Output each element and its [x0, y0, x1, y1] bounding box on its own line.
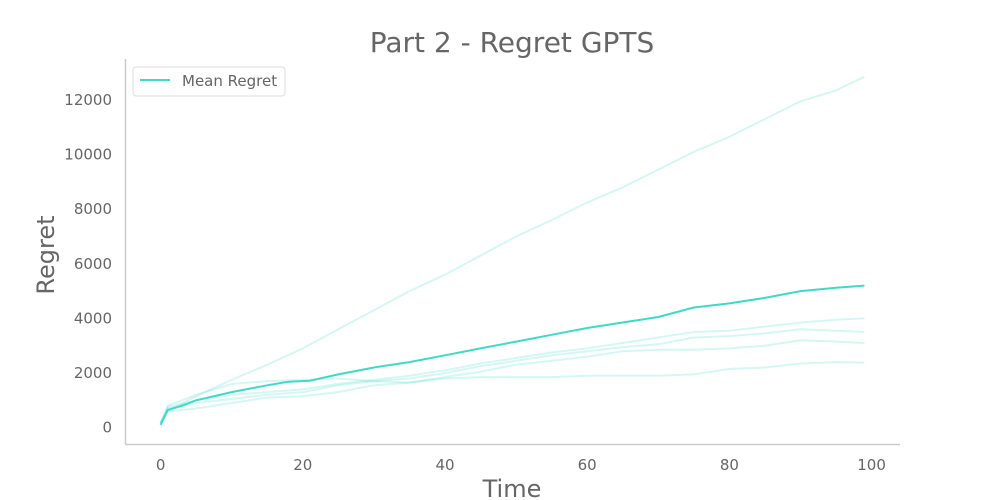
y-tick-label: 4000	[74, 309, 112, 327]
x-axis-label: Time	[482, 475, 542, 500]
x-tick-label: 40	[435, 456, 454, 474]
mean-regret-line	[159, 284, 865, 426]
x-tick-label: 20	[293, 456, 312, 474]
x-tick-label: 0	[156, 456, 166, 474]
y-tick-labels: 0 2000 4000 6000 8000 10000 12000	[64, 91, 112, 437]
run-line-2	[159, 361, 865, 424]
x-tick-label: 80	[720, 456, 739, 474]
x-tick-label: 60	[578, 456, 597, 474]
y-tick-label: 6000	[74, 255, 112, 273]
run-line-3	[159, 339, 865, 424]
y-axis-label: Regret	[32, 215, 60, 294]
y-tick-label: 12000	[64, 91, 112, 109]
y-tick-label: 0	[102, 419, 112, 437]
y-tick-label: 10000	[64, 146, 112, 164]
run-line-5	[159, 317, 865, 424]
mean-line-group	[159, 284, 865, 426]
legend-label-mean-regret: Mean Regret	[182, 72, 277, 90]
legend-box	[132, 66, 286, 97]
run-line-1	[159, 75, 865, 423]
y-tick-label: 2000	[74, 364, 112, 382]
x-tick-labels: 0 20 40 60 80 100	[156, 456, 886, 474]
y-tick-label: 8000	[74, 200, 112, 218]
legend: Mean Regret	[132, 66, 286, 97]
run-line-4	[159, 328, 865, 424]
chart-title: Part 2 - Regret GPTS	[370, 26, 655, 59]
run-lines	[159, 75, 865, 424]
x-tick-label: 100	[857, 456, 886, 474]
